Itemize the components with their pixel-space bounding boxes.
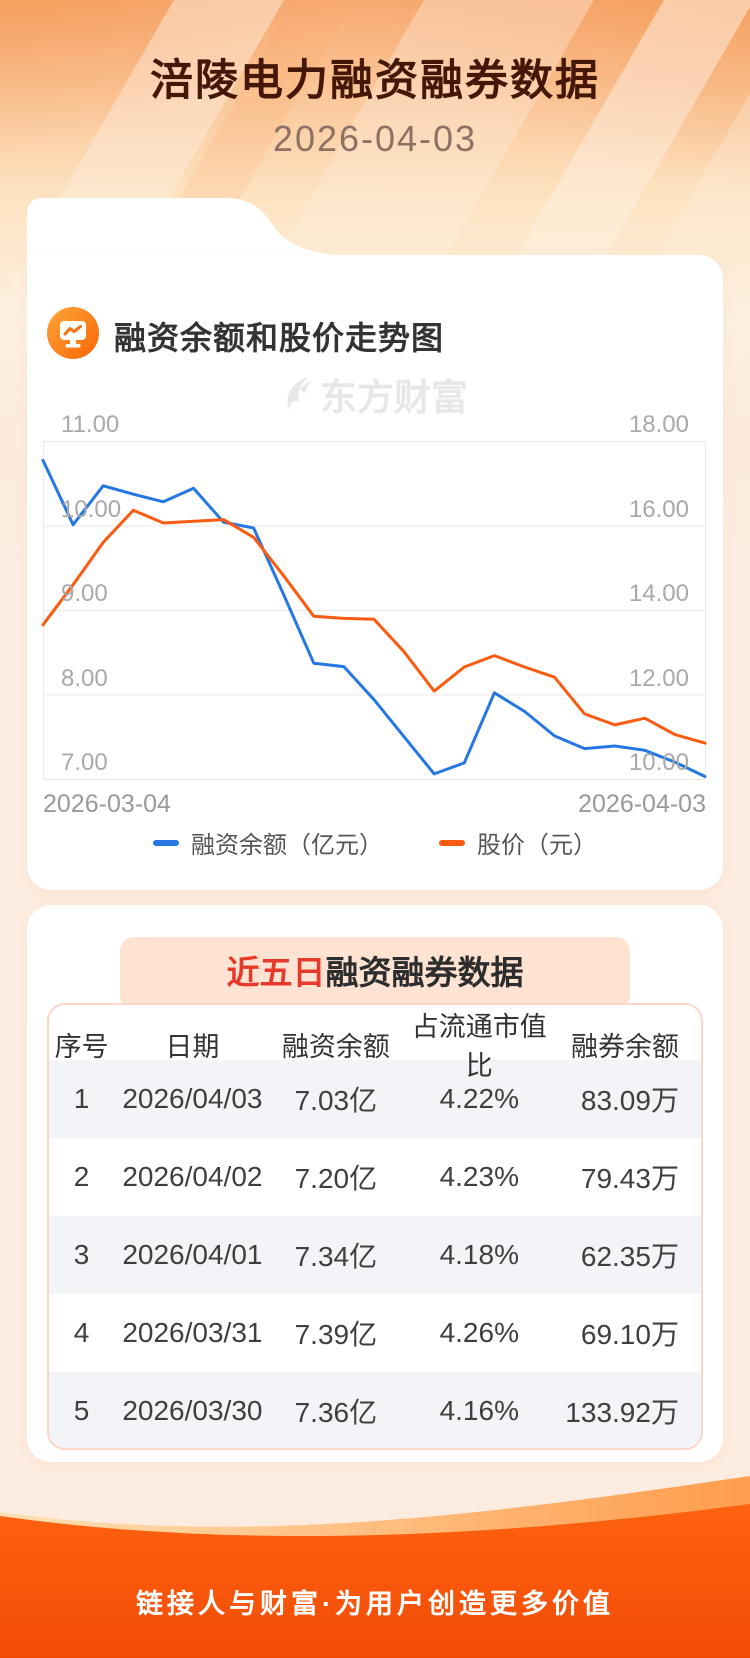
table-cell: 4: [73, 1317, 90, 1348]
table-cell: 4.23%: [439, 1161, 519, 1192]
table-card: 近五日融资融券数据 东方财富 序号日期融资余额占流通市值比融券余额12026/0…: [27, 905, 723, 1462]
table-cell: 3: [73, 1239, 90, 1270]
table-cell: 1: [73, 1083, 90, 1114]
table-cell: 4.18%: [439, 1239, 519, 1270]
eastmoney-logo-icon: [287, 377, 312, 410]
legend-dash-icon: [439, 839, 465, 846]
left-axis-tick: 9.00: [61, 580, 108, 607]
table-row: 2 2026/04/02 7.20亿 4.23% 79.43万: [49, 1138, 701, 1216]
right-axis-tick: 12.00: [628, 664, 689, 692]
column-header: 融资余额: [281, 1031, 390, 1062]
footer-wave: [0, 1476, 750, 1658]
table-row: 4 2026/03/31 7.39亿 4.26% 69.10万: [49, 1294, 701, 1372]
right-axis-tick: 10.00: [628, 749, 689, 776]
table-cell: 4.22%: [439, 1083, 519, 1114]
table-row: 3 2026/04/01 7.34亿 4.18% 62.35万: [49, 1216, 701, 1294]
series-line: [41, 508, 707, 745]
trend-chart-icon: [47, 307, 99, 364]
table-header-row: 序号 日期 融资余额 占流通市值比 融券余额: [49, 1005, 701, 1081]
column-header: 融券余额: [570, 1031, 679, 1062]
chart-section-title: 融资余额和股价走势图: [114, 319, 445, 356]
table-cell: 2026/04/02: [122, 1161, 263, 1192]
table-cell: 133.92万: [565, 1397, 679, 1428]
left-axis-tick: 11.00: [61, 411, 120, 438]
legend-item: 股价（元）: [439, 825, 597, 860]
table-cell: 69.10万: [580, 1319, 679, 1350]
table-cell: 4.26%: [439, 1317, 519, 1348]
table-cell: 2026/03/30: [122, 1395, 263, 1426]
table-cell: 7.39亿: [294, 1319, 378, 1350]
trend-chart-plot: 11.00 10.00 9.00 8.00 7.00 18.00 16.00 14.00 12…: [41, 412, 707, 780]
chart-card: 融资余额和股价走势图 东方财富 11.00 10.00 9.00 8.00 7.00 1…: [27, 255, 723, 890]
left-axis-tick: 10.00: [61, 495, 122, 523]
table-title-highlight: 近五日: [226, 954, 326, 991]
right-axis-tick: 14.00: [628, 580, 689, 607]
table-cell: 2026/04/03: [122, 1083, 263, 1114]
series-line: [41, 458, 707, 778]
table-cell: 62.35万: [580, 1241, 679, 1272]
table-cell: 83.09万: [580, 1085, 679, 1116]
x-axis-label-start: 2026-03-04: [43, 790, 171, 818]
legend-dash-icon: [153, 839, 179, 846]
footer: 链接人与财富·为用户创造更多价值: [0, 1440, 750, 1658]
table-cell: 7.20亿: [294, 1163, 378, 1194]
column-header: 日期: [165, 1031, 220, 1062]
table-row: 5 2026/03/30 7.36亿 4.16% 133.92万: [49, 1372, 701, 1448]
footer-slogan: 链接人与财富·为用户创造更多价值: [136, 1589, 614, 1619]
table-cell: 7.34亿: [294, 1241, 378, 1272]
watermark: 东方财富: [27, 367, 723, 421]
right-axis-tick: 16.00: [628, 495, 689, 523]
table-cell: 4.16%: [439, 1395, 519, 1426]
page-title: 涪陵电力融资融券数据: [150, 57, 600, 105]
header-date: 2026-04-03: [272, 118, 478, 159]
table-row: 1 2026/04/03 7.03亿 4.22% 83.09万: [49, 1060, 701, 1138]
table-cell: 2026/03/31: [122, 1317, 263, 1348]
margin-data-table: 序号 日期 融资余额 占流通市值比 融券余额 1 2026/04/03 7.03亿 4.22% 8…: [47, 1003, 703, 1450]
column-header: 序号: [54, 1031, 109, 1062]
column-header: 占流通市值比: [411, 1012, 547, 1081]
left-axis-tick: 7.00: [61, 749, 108, 776]
x-axis-label-end: 2026-04-03: [578, 790, 706, 818]
table-cell: 5: [73, 1395, 90, 1426]
watermark-text: 东方财富: [320, 377, 468, 418]
table-cell: 2026/04/01: [122, 1239, 263, 1270]
left-axis-tick: 8.00: [61, 664, 108, 692]
legend-label: 股价（元）: [477, 832, 597, 859]
date-card-shape: [27, 198, 347, 258]
table-cell: 7.36亿: [294, 1397, 378, 1428]
chart-legend: 融资余额（亿元） 股价（元）: [27, 825, 723, 860]
table-cell: 7.03亿: [294, 1085, 378, 1116]
table-cell: 2: [73, 1161, 90, 1192]
table-title-badge: 近五日融资融券数据: [120, 937, 630, 1010]
table-title-rest: 融资融券数据: [325, 954, 524, 991]
legend-item: 融资余额（亿元）: [153, 825, 383, 860]
table-cell: 79.43万: [580, 1163, 679, 1194]
legend-label: 融资余额（亿元）: [191, 832, 383, 859]
right-axis-tick: 18.00: [628, 411, 689, 438]
